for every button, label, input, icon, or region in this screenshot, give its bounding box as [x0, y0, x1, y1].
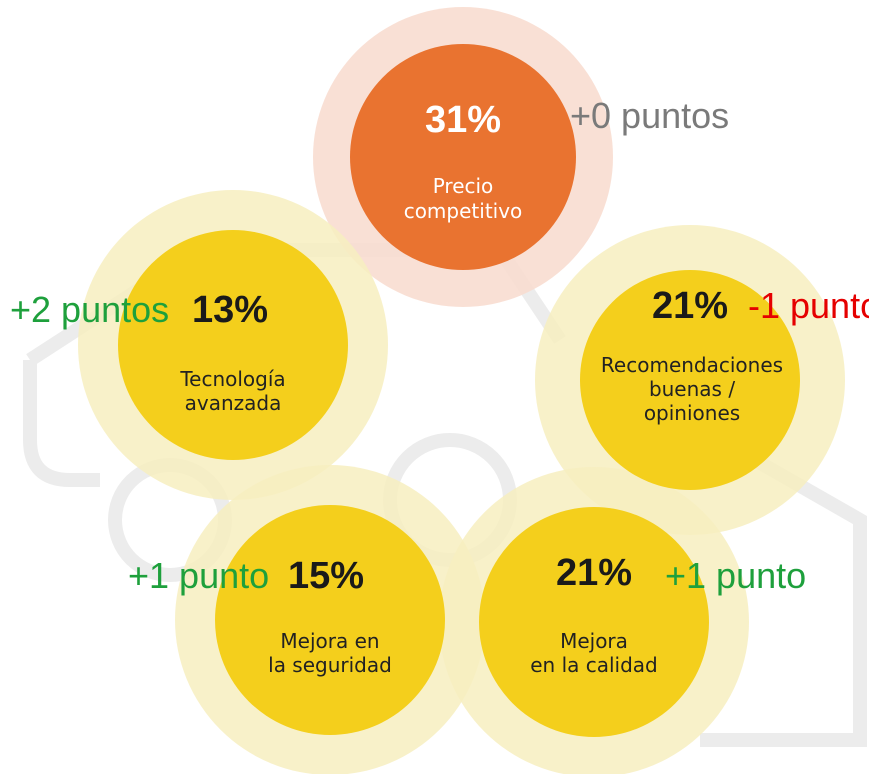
label: avanzada	[185, 391, 282, 415]
label: Tecnología	[179, 367, 285, 391]
label: opiniones	[644, 401, 740, 425]
label: la seguridad	[268, 653, 392, 677]
label: en la calidad	[530, 653, 658, 677]
change: -1 punto	[748, 285, 869, 326]
label: Recomendaciones	[601, 353, 783, 377]
change: +2 puntos	[10, 289, 169, 330]
label: competitivo	[404, 199, 523, 223]
change: +1 punto	[128, 555, 269, 596]
circle	[580, 270, 800, 490]
label: Mejora	[560, 629, 628, 653]
circle	[479, 507, 709, 737]
percent: 21%	[652, 285, 728, 327]
percent: 21%	[556, 552, 632, 594]
circle	[118, 230, 348, 460]
label: buenas /	[649, 377, 735, 401]
label: Precio	[433, 174, 494, 198]
circle	[350, 44, 576, 270]
change: +0 puntos	[570, 95, 729, 136]
label: Mejora en	[280, 629, 379, 653]
change: +1 punto	[665, 555, 806, 596]
percent: 15%	[288, 555, 364, 597]
percent: 31%	[425, 99, 501, 141]
circle	[215, 505, 445, 735]
percent: 13%	[192, 289, 268, 331]
